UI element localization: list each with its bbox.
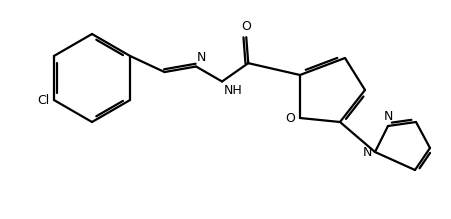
Text: O: O [241,20,251,33]
Text: N: N [383,110,393,123]
Text: O: O [285,111,295,124]
Text: Cl: Cl [37,94,50,106]
Text: NH: NH [224,83,243,97]
Text: N: N [363,145,372,159]
Text: N: N [197,51,207,64]
